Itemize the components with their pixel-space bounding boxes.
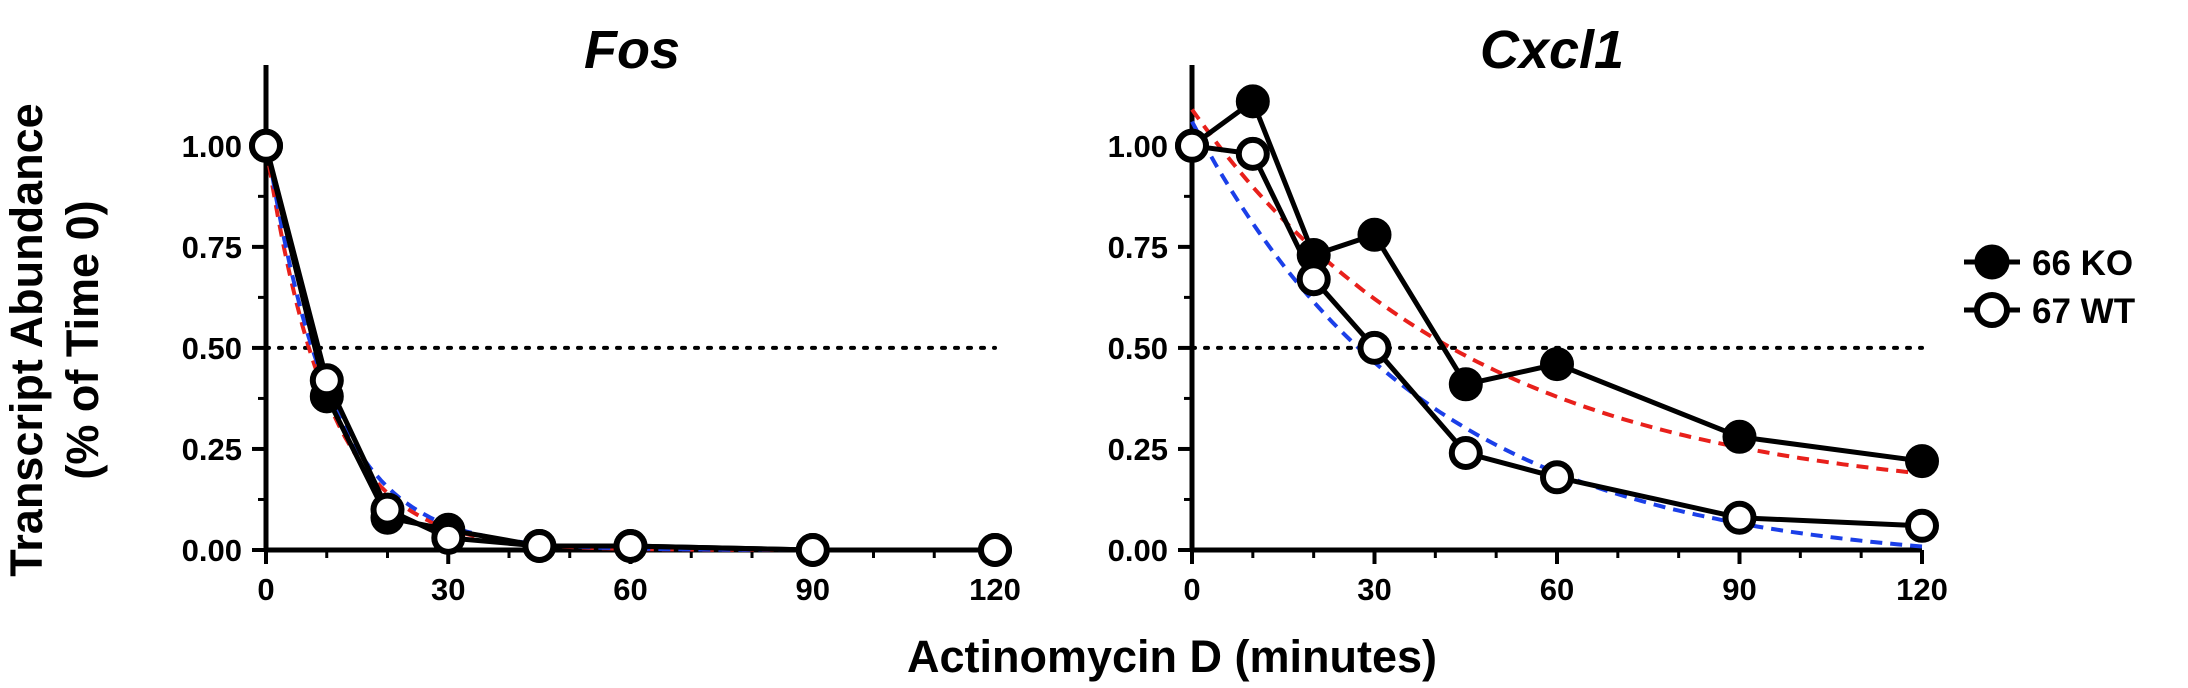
data-point-67-wt <box>370 492 405 527</box>
x-tick-label: 0 <box>257 572 274 607</box>
legend-label-wt: 67 WT <box>2032 292 2135 331</box>
data-point-67-wt <box>522 529 557 563</box>
data-point-67-wt <box>613 529 648 563</box>
x-tick-label: 90 <box>1722 572 1756 607</box>
data-point-67-wt <box>1357 330 1392 365</box>
legend-marker-wt <box>1974 292 2010 328</box>
y-tick-label: 0.00 <box>1108 533 1168 568</box>
y-axis-title: Transcript Abundance (% of Time 0) <box>1 103 108 576</box>
x-tick-label: 120 <box>969 572 1021 607</box>
y-axis-title-line2: (% of Time 0) <box>57 200 108 479</box>
y-tick-label: 0.25 <box>182 432 242 467</box>
y-axis-title-line1: Transcript Abundance <box>1 103 52 576</box>
x-tick-label: 30 <box>431 572 465 607</box>
cxcl1-panel: Cxcl1 0.00 0.25 0.50 0.75 1.00 0 30 60 90 120 <box>1108 20 1948 607</box>
x-axis-title: Actinomycin D (minutes) <box>907 631 1437 682</box>
data-point-66-ko <box>1722 419 1757 454</box>
x-tick-label: 60 <box>613 572 647 607</box>
legend-label-ko: 66 KO <box>2032 244 2133 283</box>
y-tick-label: 1.00 <box>182 129 242 164</box>
y-tick-label: 0.75 <box>1108 230 1168 265</box>
data-point-67-wt <box>978 533 1012 567</box>
series-line-66-ko <box>1190 98 1923 464</box>
data-point-67-wt <box>1540 460 1574 495</box>
x-tick-label: 120 <box>1896 572 1948 607</box>
data-point-67-wt <box>431 520 466 555</box>
data-point-67-wt <box>1905 508 1939 543</box>
x-tick-label: 0 <box>1183 572 1200 607</box>
x-tick-label: 30 <box>1357 572 1391 607</box>
data-point-67-wt <box>1175 128 1209 163</box>
data-point-67-wt <box>1448 436 1483 470</box>
fos-panel: Fos 0.00 0.25 0.50 0.75 1.00 0 30 60 90 120 <box>182 20 1021 607</box>
legend-item-wt: 67 WT <box>1964 292 2135 331</box>
legend: 66 KO 67 WT <box>1964 244 2135 331</box>
y-tick-label: 0.25 <box>1108 432 1168 467</box>
data-point-66-ko <box>1235 84 1270 119</box>
fit-curve-66-ko <box>1190 108 1923 476</box>
series-line-67-wt <box>1191 143 1923 529</box>
data-point-66-ko <box>1540 347 1574 382</box>
fit-curve-67-wt <box>1190 120 1923 549</box>
data-point-67-wt <box>1296 262 1331 297</box>
y-tick-label: 0.75 <box>182 230 242 265</box>
panel-title-fos: Fos <box>584 20 680 80</box>
data-point-67-wt <box>795 533 830 567</box>
y-tick-label: 0.00 <box>182 533 242 568</box>
data-point-67-wt <box>249 128 283 163</box>
y-tick-label: 1.00 <box>1108 129 1168 164</box>
y-tick-label: 0.50 <box>182 331 242 366</box>
data-point-66-ko <box>1448 367 1483 402</box>
y-tick-label: 0.50 <box>1108 331 1168 366</box>
data-point-67-wt <box>1722 500 1757 535</box>
x-tick-label: 90 <box>796 572 830 607</box>
data-point-67-wt <box>1235 136 1270 171</box>
data-point-66-ko <box>1357 217 1392 252</box>
data-point-66-ko <box>1905 444 1939 479</box>
data-point-67-wt <box>309 363 344 398</box>
x-tick-label: 60 <box>1540 572 1574 607</box>
legend-marker-ko <box>1974 244 2010 280</box>
legend-item-ko: 66 KO <box>1964 244 2133 283</box>
panel-title-cxcl1: Cxcl1 <box>1480 20 1624 80</box>
